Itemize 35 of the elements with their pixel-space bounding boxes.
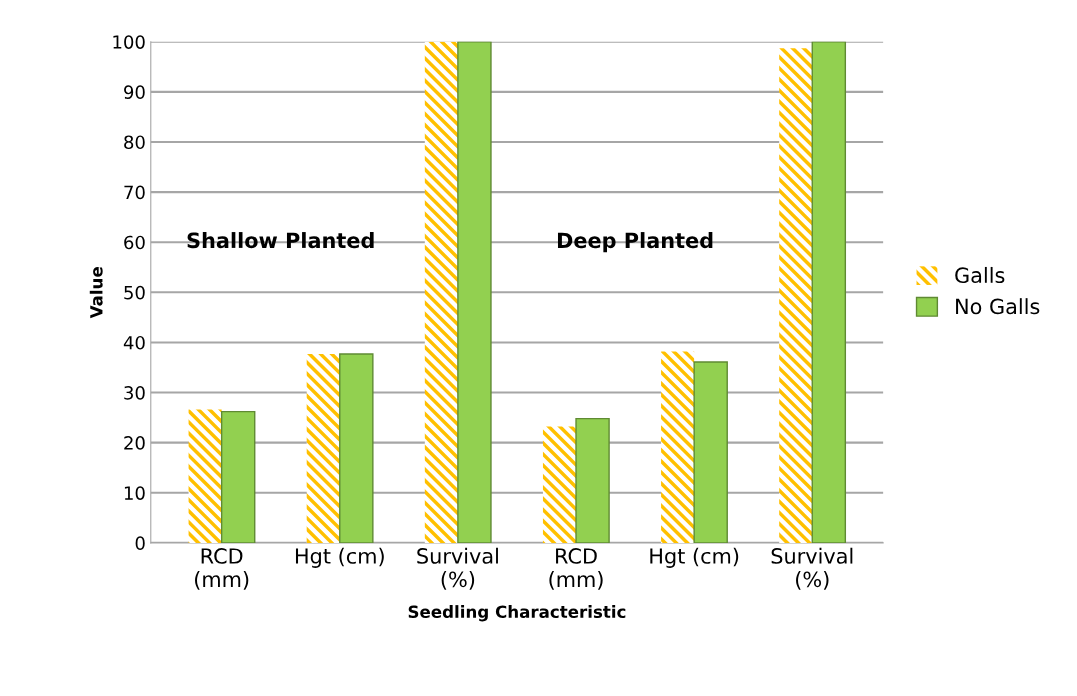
legend-label: Galls — [955, 266, 1005, 284]
y-tick-label: 40 — [123, 335, 145, 350]
bar — [811, 41, 847, 543]
bar — [424, 41, 458, 543]
x-tick-label: Survival (%) — [771, 547, 853, 590]
bar — [575, 417, 610, 543]
legend-label: No Galls — [956, 298, 1040, 315]
y-tick-label: 100 — [113, 35, 145, 49]
y-tick-label: 0 — [135, 536, 145, 550]
y-tick-label: 30 — [124, 386, 145, 400]
y-tick-label: 70 — [124, 185, 145, 200]
y-axis-title: Value — [89, 267, 103, 319]
x-tick-label: RCD (mm) — [549, 548, 603, 590]
y-tick-label: 50 — [124, 285, 145, 300]
annotation: Deep Planted — [557, 232, 713, 253]
x-tick-label: Hgt (cm) — [295, 547, 384, 568]
y-tick-label: 10 — [124, 486, 145, 500]
bar — [661, 351, 695, 543]
bar — [457, 41, 492, 543]
x-tick-label: Hgt (cm) — [650, 547, 739, 568]
bar — [339, 353, 374, 543]
x-tick-label: Survival (%) — [417, 547, 498, 590]
bar — [306, 353, 340, 543]
bar — [779, 48, 813, 543]
y-tick-label: 80 — [124, 135, 145, 150]
bar — [220, 410, 256, 543]
y-tick-label: 20 — [124, 436, 145, 450]
y-tick-label: 60 — [124, 235, 145, 250]
x-tick-label: RCD (mm) — [195, 548, 249, 590]
x-axis-title: Seedling Characteristic — [408, 605, 626, 622]
annotation: Shallow Planted — [187, 232, 374, 249]
bar — [693, 361, 728, 543]
bar — [188, 409, 222, 543]
y-tick-label: 90 — [124, 85, 145, 99]
bar — [542, 426, 577, 543]
